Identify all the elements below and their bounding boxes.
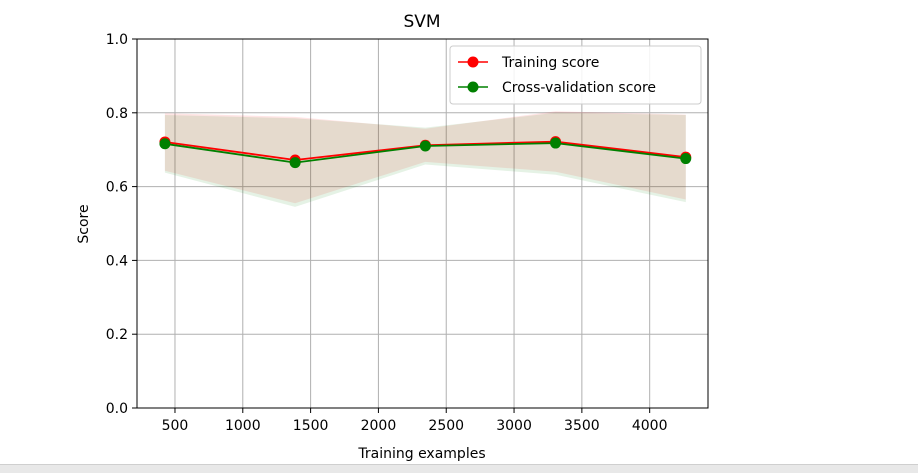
legend: Training score Cross-validation score	[449, 45, 702, 105]
y-tick-label: 0.4	[106, 253, 128, 269]
y-tick-label: 0.8	[106, 106, 128, 122]
x-tick-label: 2000	[361, 418, 397, 434]
series-point-1	[289, 157, 301, 169]
legend-training-marker	[467, 56, 479, 68]
x-tick-label: 3000	[496, 418, 532, 434]
x-tick-label: 500	[162, 418, 189, 434]
x-tick-label: 1500	[293, 418, 329, 434]
x-axis-ticks: 500 1000 1500 2000 2500 3000 3500 4000	[162, 408, 668, 434]
x-tick-label: 4000	[632, 418, 668, 434]
y-tick-label: 0.2	[106, 327, 128, 343]
x-tick-label: 3500	[564, 418, 600, 434]
y-tick-label: 0.0	[106, 401, 128, 417]
series-point-1	[419, 140, 431, 152]
legend-cv-marker	[467, 81, 479, 93]
y-tick-label: 1.0	[106, 32, 128, 48]
series-point-1	[680, 153, 692, 165]
y-axis-title: Score	[76, 204, 92, 243]
plot-frame	[136, 38, 709, 409]
score-band-0	[164, 111, 686, 204]
y-axis-ticks: 0.0 0.2 0.4 0.6 0.8 1.0	[106, 32, 137, 417]
score-band-1	[164, 112, 686, 207]
x-tick-label: 2500	[428, 418, 464, 434]
series-point-1	[159, 138, 171, 150]
chart-title: SVM	[403, 12, 440, 32]
y-tick-label: 0.6	[106, 180, 128, 196]
score-bands	[164, 111, 686, 207]
series-point-1	[550, 137, 562, 149]
series-points	[159, 136, 692, 169]
window-bottom-edge	[0, 464, 918, 473]
x-axis-title: Training examples	[357, 446, 485, 462]
legend-cv-label: Cross-validation score	[502, 80, 656, 96]
legend-training-label: Training score	[501, 55, 599, 71]
x-tick-label: 1000	[225, 418, 261, 434]
legend-box	[449, 45, 702, 105]
